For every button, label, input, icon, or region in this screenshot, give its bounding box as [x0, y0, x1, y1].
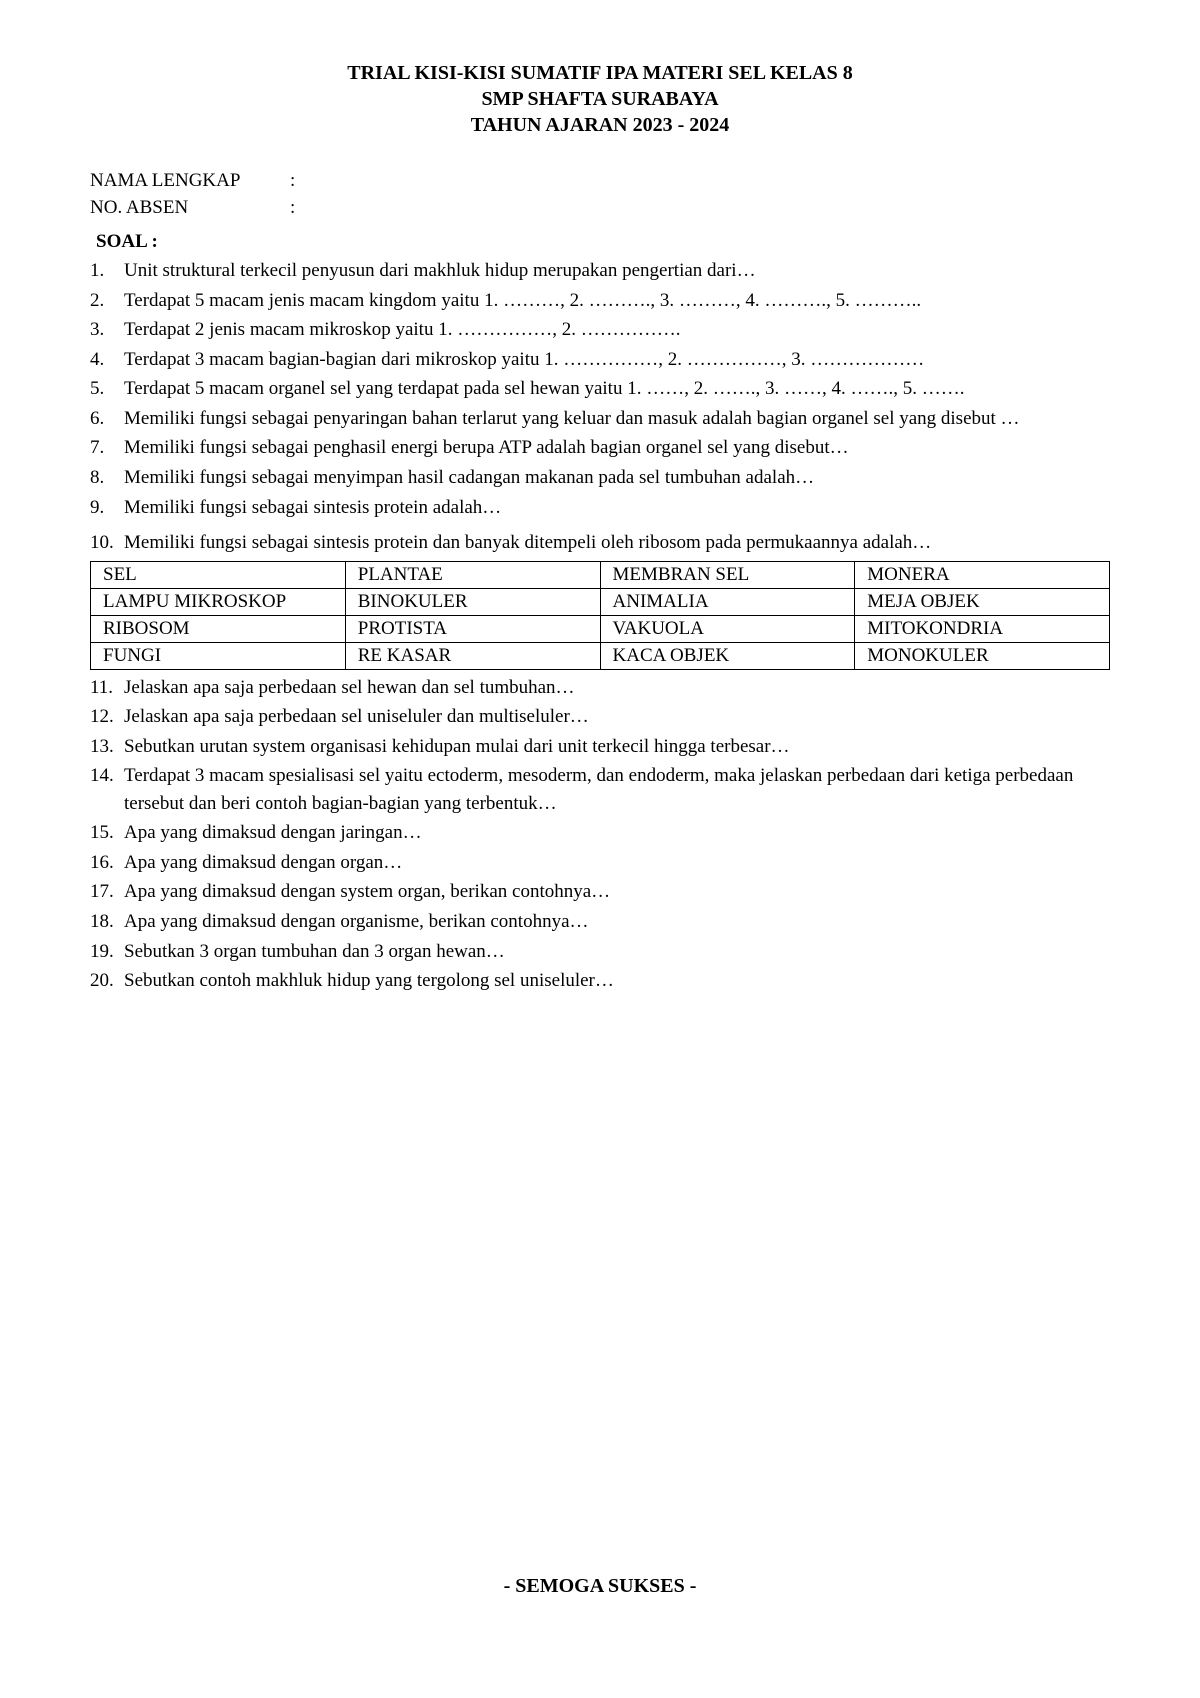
table-cell: PROTISTA [345, 615, 600, 642]
table-cell: MEMBRAN SEL [600, 561, 855, 588]
question-list-top: 1.Unit struktural terkecil penyusun dari… [90, 257, 1110, 521]
question-item: 15.Apa yang dimaksud dengan jaringan… [90, 819, 1110, 847]
question-item: 14.Terdapat 3 macam spesialisasi sel yai… [90, 762, 1110, 817]
table-cell: SEL [91, 561, 346, 588]
question-text: Apa yang dimaksud dengan organisme, beri… [124, 908, 1110, 936]
footer-text: - SEMOGA SUKSES - [0, 1575, 1200, 1598]
question-num: 7. [90, 434, 124, 462]
question-num: 18. [90, 908, 124, 936]
table-cell: PLANTAE [345, 561, 600, 588]
question-num: 10. [90, 529, 124, 557]
question-text: Memiliki fungsi sebagai sintesis protein… [124, 494, 1110, 522]
question-text: Sebutkan contoh makhluk hidup yang tergo… [124, 967, 1110, 995]
question-item: 13.Sebutkan urutan system organisasi keh… [90, 733, 1110, 761]
question-item: 7.Memiliki fungsi sebagai penghasil ener… [90, 434, 1110, 462]
question-item-10: 10. Memiliki fungsi sebagai sintesis pro… [90, 529, 1110, 557]
question-text: Apa yang dimaksud dengan organ… [124, 849, 1110, 877]
table-cell: LAMPU MIKROSKOP [91, 588, 346, 615]
question-item: 16.Apa yang dimaksud dengan organ… [90, 849, 1110, 877]
header-line-2: SMP SHAFTA SURABAYA [90, 86, 1110, 112]
header-line-1: TRIAL KISI-KISI SUMATIF IPA MATERI SEL K… [90, 60, 1110, 86]
question-num: 14. [90, 762, 124, 817]
table-cell: VAKUOLA [600, 615, 855, 642]
question-num: 6. [90, 405, 124, 433]
question-text: Sebutkan urutan system organisasi kehidu… [124, 733, 1110, 761]
question-num: 5. [90, 375, 124, 403]
question-num: 8. [90, 464, 124, 492]
question-num: 17. [90, 878, 124, 906]
answer-bank-table: SELPLANTAEMEMBRAN SELMONERALAMPU MIKROSK… [90, 561, 1110, 670]
question-num: 9. [90, 494, 124, 522]
question-item: 2.Terdapat 5 macam jenis macam kingdom y… [90, 287, 1110, 315]
table-cell: FUNGI [91, 642, 346, 669]
question-num: 19. [90, 938, 124, 966]
question-item: 19.Sebutkan 3 organ tumbuhan dan 3 organ… [90, 938, 1110, 966]
table-row: RIBOSOMPROTISTAVAKUOLAMITOKONDRIA [91, 615, 1110, 642]
table-cell: RE KASAR [345, 642, 600, 669]
question-text: Jelaskan apa saja perbedaan sel hewan da… [124, 674, 1110, 702]
table-cell: MONERA [855, 561, 1110, 588]
question-num: 13. [90, 733, 124, 761]
soal-heading: SOAL : [96, 231, 1110, 253]
question-num: 3. [90, 316, 124, 344]
question-text: Terdapat 2 jenis macam mikroskop yaitu 1… [124, 316, 1110, 344]
name-label: NAMA LENGKAP [90, 168, 290, 195]
question-item: 5.Terdapat 5 macam organel sel yang terd… [90, 375, 1110, 403]
question-num: 1. [90, 257, 124, 285]
question-10-wrap: 10. Memiliki fungsi sebagai sintesis pro… [90, 529, 1110, 557]
question-text: Apa yang dimaksud dengan jaringan… [124, 819, 1110, 847]
question-text: Terdapat 5 macam organel sel yang terdap… [124, 375, 1110, 403]
question-text: Terdapat 5 macam jenis macam kingdom yai… [124, 287, 1110, 315]
question-item: 1.Unit struktural terkecil penyusun dari… [90, 257, 1110, 285]
question-item: 12.Jelaskan apa saja perbedaan sel unise… [90, 703, 1110, 731]
table-cell: MONOKULER [855, 642, 1110, 669]
question-text: Terdapat 3 macam spesialisasi sel yaitu … [124, 762, 1110, 817]
name-section: NAMA LENGKAP : NO. ABSEN : [90, 168, 1110, 221]
question-num: 16. [90, 849, 124, 877]
question-num: 4. [90, 346, 124, 374]
document-header: TRIAL KISI-KISI SUMATIF IPA MATERI SEL K… [90, 60, 1110, 138]
name-row: NAMA LENGKAP : [90, 168, 1110, 195]
table-row: FUNGIRE KASARKACA OBJEKMONOKULER [91, 642, 1110, 669]
question-item: 11.Jelaskan apa saja perbedaan sel hewan… [90, 674, 1110, 702]
name-colon: : [290, 168, 310, 195]
table-cell: BINOKULER [345, 588, 600, 615]
question-item: 4.Terdapat 3 macam bagian-bagian dari mi… [90, 346, 1110, 374]
question-item: 3.Terdapat 2 jenis macam mikroskop yaitu… [90, 316, 1110, 344]
table-cell: MEJA OBJEK [855, 588, 1110, 615]
question-text: Sebutkan 3 organ tumbuhan dan 3 organ he… [124, 938, 1110, 966]
question-text: Memiliki fungsi sebagai penghasil energi… [124, 434, 1110, 462]
question-text: Terdapat 3 macam bagian-bagian dari mikr… [124, 346, 1110, 374]
question-item: 6.Memiliki fungsi sebagai penyaringan ba… [90, 405, 1110, 433]
header-line-3: TAHUN AJARAN 2023 - 2024 [90, 112, 1110, 138]
question-text: Jelaskan apa saja perbedaan sel uniselul… [124, 703, 1110, 731]
question-text: Unit struktural terkecil penyusun dari m… [124, 257, 1110, 285]
table-row: LAMPU MIKROSKOPBINOKULERANIMALIAMEJA OBJ… [91, 588, 1110, 615]
question-item: 18.Apa yang dimaksud dengan organisme, b… [90, 908, 1110, 936]
question-num: 20. [90, 967, 124, 995]
table-cell: RIBOSOM [91, 615, 346, 642]
question-num: 2. [90, 287, 124, 315]
question-num: 11. [90, 674, 124, 702]
question-num: 15. [90, 819, 124, 847]
absen-row: NO. ABSEN : [90, 195, 1110, 222]
table-cell: MITOKONDRIA [855, 615, 1110, 642]
question-num: 12. [90, 703, 124, 731]
table-cell: KACA OBJEK [600, 642, 855, 669]
table-row: SELPLANTAEMEMBRAN SELMONERA [91, 561, 1110, 588]
question-list-bottom: 11.Jelaskan apa saja perbedaan sel hewan… [90, 674, 1110, 995]
question-item: 9.Memiliki fungsi sebagai sintesis prote… [90, 494, 1110, 522]
table-cell: ANIMALIA [600, 588, 855, 615]
absen-colon: : [290, 195, 310, 222]
question-text: Apa yang dimaksud dengan system organ, b… [124, 878, 1110, 906]
question-text: Memiliki fungsi sebagai penyaringan baha… [124, 405, 1110, 433]
question-item: 8.Memiliki fungsi sebagai menyimpan hasi… [90, 464, 1110, 492]
question-text: Memiliki fungsi sebagai menyimpan hasil … [124, 464, 1110, 492]
question-item: 20.Sebutkan contoh makhluk hidup yang te… [90, 967, 1110, 995]
absen-label: NO. ABSEN [90, 195, 290, 222]
question-text: Memiliki fungsi sebagai sintesis protein… [124, 529, 1110, 557]
question-item: 17.Apa yang dimaksud dengan system organ… [90, 878, 1110, 906]
